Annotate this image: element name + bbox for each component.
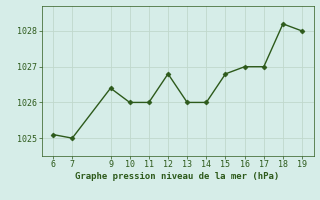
X-axis label: Graphe pression niveau de la mer (hPa): Graphe pression niveau de la mer (hPa) (76, 172, 280, 181)
